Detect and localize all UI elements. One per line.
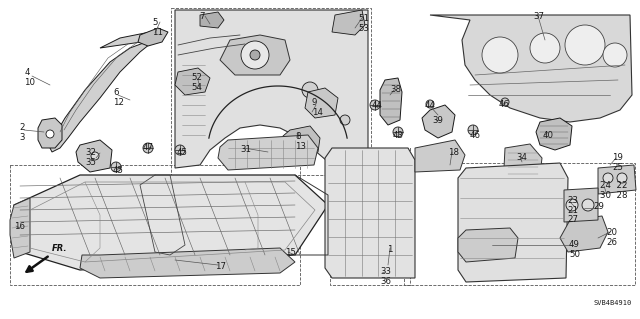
Circle shape (565, 25, 605, 65)
Polygon shape (138, 28, 168, 46)
Polygon shape (560, 216, 608, 252)
Text: 8
13: 8 13 (295, 132, 306, 151)
Polygon shape (218, 135, 318, 170)
Polygon shape (175, 68, 210, 95)
Text: 40: 40 (543, 131, 554, 140)
Text: 46: 46 (499, 100, 510, 109)
Polygon shape (564, 188, 598, 222)
Text: 37: 37 (533, 12, 544, 21)
Circle shape (46, 130, 54, 138)
Text: 32
35: 32 35 (85, 148, 96, 167)
Polygon shape (380, 78, 402, 125)
Polygon shape (220, 35, 290, 75)
Bar (330, 148, 410, 285)
Bar (10, 165, 300, 285)
Circle shape (501, 98, 509, 106)
Circle shape (91, 152, 99, 160)
Text: 43: 43 (393, 131, 404, 140)
Text: 49
50: 49 50 (569, 240, 580, 259)
Circle shape (603, 173, 613, 183)
Text: 47: 47 (143, 143, 154, 152)
Polygon shape (415, 140, 465, 172)
Polygon shape (458, 163, 568, 282)
Circle shape (175, 145, 185, 155)
Polygon shape (536, 118, 572, 150)
Text: 45: 45 (177, 148, 188, 157)
Circle shape (617, 173, 627, 183)
Text: 15: 15 (285, 248, 296, 257)
Text: 1: 1 (387, 245, 392, 254)
Text: SVB4B4910: SVB4B4910 (593, 300, 631, 306)
Text: 5
11: 5 11 (152, 18, 163, 37)
Text: 46: 46 (470, 131, 481, 140)
Text: 39: 39 (432, 116, 443, 125)
Polygon shape (38, 118, 62, 148)
Bar (171, 8, 371, 175)
Polygon shape (504, 144, 542, 180)
Circle shape (111, 162, 121, 172)
Polygon shape (175, 10, 368, 172)
Polygon shape (458, 228, 518, 262)
Circle shape (566, 199, 578, 211)
Circle shape (582, 199, 594, 211)
Polygon shape (283, 126, 320, 155)
Circle shape (143, 143, 153, 153)
Polygon shape (305, 88, 338, 118)
Polygon shape (422, 105, 455, 138)
Polygon shape (10, 198, 30, 258)
Text: 33
36: 33 36 (380, 267, 391, 286)
Circle shape (241, 41, 269, 69)
Text: 17: 17 (215, 262, 226, 271)
Text: 44: 44 (425, 101, 436, 110)
Text: 7: 7 (199, 12, 205, 21)
Polygon shape (430, 15, 632, 122)
Text: 23
21
27: 23 21 27 (567, 196, 578, 224)
Polygon shape (14, 175, 328, 270)
Text: 2
3: 2 3 (19, 123, 25, 142)
Circle shape (426, 100, 434, 108)
Text: FR.: FR. (52, 244, 67, 253)
Circle shape (324, 99, 336, 111)
Text: 18: 18 (448, 148, 459, 157)
Polygon shape (200, 12, 224, 28)
Circle shape (393, 127, 403, 137)
Text: 4
10: 4 10 (24, 68, 35, 87)
Text: 6
12: 6 12 (113, 88, 124, 107)
Circle shape (603, 43, 627, 67)
Text: 16: 16 (14, 222, 25, 231)
Text: 19
25: 19 25 (612, 153, 623, 172)
Bar (404, 163, 635, 285)
Circle shape (370, 100, 380, 110)
Text: 34: 34 (516, 153, 527, 162)
Text: 29: 29 (593, 202, 604, 211)
Text: 45: 45 (113, 166, 124, 175)
Polygon shape (598, 165, 636, 194)
Text: 44: 44 (372, 101, 383, 110)
Text: 20
26: 20 26 (606, 228, 617, 247)
Text: 38: 38 (390, 85, 401, 94)
Circle shape (250, 50, 260, 60)
Polygon shape (76, 140, 112, 172)
Polygon shape (332, 10, 365, 35)
Text: 31: 31 (240, 145, 251, 154)
Circle shape (340, 115, 350, 125)
Circle shape (468, 125, 478, 135)
Polygon shape (50, 30, 165, 152)
Polygon shape (325, 148, 415, 278)
Polygon shape (80, 248, 295, 278)
Circle shape (482, 37, 518, 73)
Text: 51
53: 51 53 (358, 14, 369, 33)
Text: 52
54: 52 54 (191, 73, 202, 92)
Circle shape (530, 33, 560, 63)
Text: 24  22
30  28: 24 22 30 28 (600, 181, 627, 200)
Text: 9
14: 9 14 (312, 98, 323, 117)
Circle shape (302, 82, 318, 98)
